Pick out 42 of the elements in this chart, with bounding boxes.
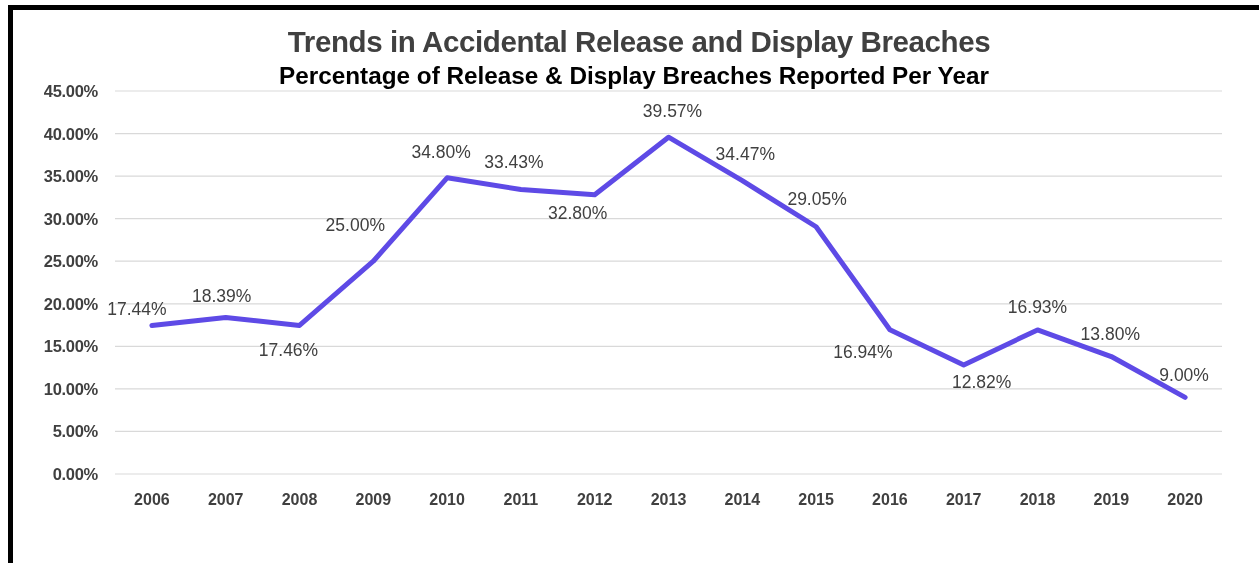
chart-title: Trends in Accidental Release and Display Breaches	[287, 25, 991, 58]
data-label: 9.00%	[1159, 365, 1209, 386]
data-label: 39.57%	[642, 101, 703, 122]
data-label: 17.46%	[258, 340, 319, 361]
data-label: 34.47%	[715, 143, 775, 164]
x-tick-label: 2011	[503, 490, 539, 508]
x-tick-label: 2015	[798, 490, 834, 508]
x-tick-label: 2008	[281, 490, 318, 508]
x-tick-label: 2017	[945, 490, 982, 508]
y-tick-label: 5.00%	[52, 422, 99, 441]
x-tick-label: 2016	[872, 490, 908, 508]
x-tick-label: 2006	[134, 490, 170, 508]
y-tick-label: 10.00%	[43, 379, 99, 398]
x-tick-label: 2010	[429, 490, 465, 508]
data-label: 16.93%	[1007, 296, 1068, 317]
y-tick-label: 25.00%	[43, 252, 99, 271]
y-tick-label: 45.00%	[43, 82, 99, 100]
y-tick-label: 15.00%	[43, 337, 99, 356]
y-tick-label: 40.00%	[43, 124, 99, 143]
x-tick-label: 2012	[576, 490, 613, 508]
data-label: 25.00%	[325, 215, 385, 236]
data-label: 16.94%	[833, 341, 893, 362]
x-tick-label: 2018	[1019, 490, 1056, 508]
x-tick-label: 2009	[355, 490, 392, 508]
y-tick-label: 20.00%	[43, 294, 99, 313]
data-label: 29.05%	[787, 188, 847, 209]
y-tick-label: 0.00%	[52, 465, 99, 483]
x-tick-label: 2007	[207, 490, 244, 508]
x-tick-label: 2013	[650, 490, 687, 508]
x-tick-label: 2019	[1093, 490, 1130, 508]
data-label: 12.82%	[952, 371, 1012, 392]
data-label: 17.44%	[107, 298, 167, 319]
data-label: 34.80%	[411, 141, 471, 162]
data-label: 18.39%	[192, 286, 252, 307]
data-label: 32.80%	[548, 202, 608, 223]
x-tick-label: 2020	[1167, 490, 1203, 508]
y-tick-label: 30.00%	[43, 209, 99, 228]
data-label: 33.43%	[484, 152, 544, 173]
data-label: 13.80%	[1080, 323, 1140, 344]
y-tick-label: 35.00%	[43, 167, 99, 186]
chart-subtitle: Percentage of Release & Display Breaches Reported Per Year	[279, 62, 990, 89]
x-tick-label: 2014	[724, 490, 761, 508]
